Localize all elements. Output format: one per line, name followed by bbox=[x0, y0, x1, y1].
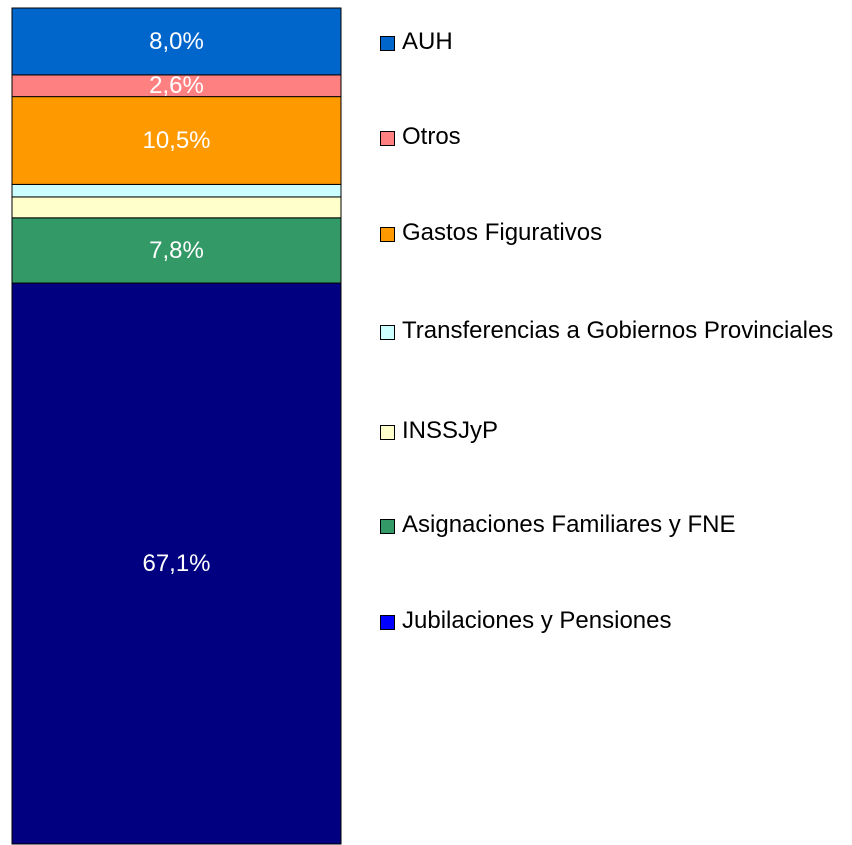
data-label: 8,0% bbox=[149, 28, 204, 55]
legend-label: Transferencias a Gobiernos Provinciales bbox=[402, 317, 834, 344]
bar-segment bbox=[11, 7, 342, 76]
legend-swatch bbox=[380, 325, 395, 340]
legend-label: INSSJyP bbox=[402, 417, 499, 444]
legend-item: Transferencias a Gobiernos Provinciales bbox=[380, 317, 850, 351]
legend-swatch bbox=[380, 227, 395, 242]
bar-segment bbox=[11, 282, 342, 845]
data-label: 10,5% bbox=[142, 127, 210, 154]
legend-label: Asignaciones Familiares y FNE bbox=[402, 511, 736, 538]
legend-swatch bbox=[380, 131, 395, 146]
legend-swatch bbox=[380, 615, 395, 630]
data-label: 67,1% bbox=[142, 550, 210, 577]
legend-label: Jubilaciones y Pensiones bbox=[402, 607, 672, 634]
legend-swatch bbox=[380, 425, 395, 440]
legend-label: AUH bbox=[402, 28, 453, 55]
legend-item: AUH bbox=[380, 28, 850, 62]
legend-label: Otros bbox=[402, 123, 461, 150]
legend-item: Jubilaciones y Pensiones bbox=[380, 607, 850, 641]
legend-swatch bbox=[380, 36, 395, 51]
legend-item: Asignaciones Familiares y FNE bbox=[380, 511, 850, 545]
legend-label: Gastos Figurativos bbox=[402, 219, 603, 246]
bar-segment bbox=[11, 183, 342, 198]
legend-item: Otros bbox=[380, 123, 850, 157]
bar-segment bbox=[11, 196, 342, 219]
legend-item: INSSJyP bbox=[380, 417, 850, 451]
legend-item: Gastos Figurativos bbox=[380, 219, 850, 253]
data-label: 2,6% bbox=[149, 72, 204, 99]
data-label: 7,8% bbox=[149, 237, 204, 264]
legend-swatch bbox=[380, 519, 395, 534]
